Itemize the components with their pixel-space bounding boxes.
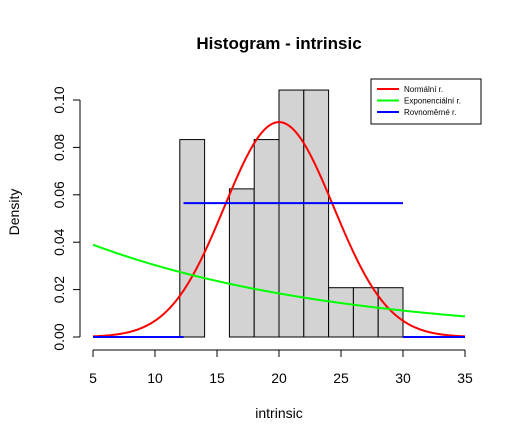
legend: Normální r. Exponenciální r. Rovnoměrné r. [370, 78, 482, 125]
legend-entry: Normální r. [404, 85, 443, 94]
x-tick-label: 20 [271, 370, 287, 386]
density-curves [92, 121, 466, 338]
density-curve-normal [92, 121, 466, 338]
chart-title: Histogram - intrinsic [196, 34, 361, 53]
density-curve-uniform [93, 202, 465, 338]
x-tick-label: 5 [89, 370, 97, 386]
y-tick-label: 0.00 [51, 323, 67, 350]
axes: 5 10 15 20 25 30 35 0.00 0.02 0.04 0.06 0.08 0.10 [51, 86, 473, 386]
histogram-bar [253, 139, 280, 338]
y-tick-label: 0.10 [51, 86, 67, 113]
x-tick-label: 30 [395, 370, 411, 386]
legend-entry: Exponenciální r. [404, 97, 461, 106]
x-tick-label: 10 [147, 370, 163, 386]
histogram-bar [228, 188, 255, 338]
density-curve-exponential [92, 243, 466, 318]
histogram-bar [328, 287, 354, 338]
y-axis-label: Density [6, 189, 22, 236]
y-tick-label: 0.06 [51, 181, 67, 208]
y-tick-label: 0.02 [51, 276, 67, 303]
legend-entry: Rovnoměrné r. [404, 108, 456, 117]
y-tick-label: 0.08 [51, 134, 67, 161]
y-tick-label: 0.04 [51, 228, 67, 255]
histogram-bar [377, 287, 404, 338]
histogram-bar [352, 287, 379, 338]
x-tick-label: 25 [333, 370, 349, 386]
histogram-bars [179, 89, 404, 338]
x-tick-label: 35 [457, 370, 473, 386]
x-axis-label: intrinsic [255, 405, 302, 421]
histogram-bar [179, 139, 206, 338]
histogram-bar [303, 89, 330, 338]
x-tick-label: 15 [209, 370, 225, 386]
